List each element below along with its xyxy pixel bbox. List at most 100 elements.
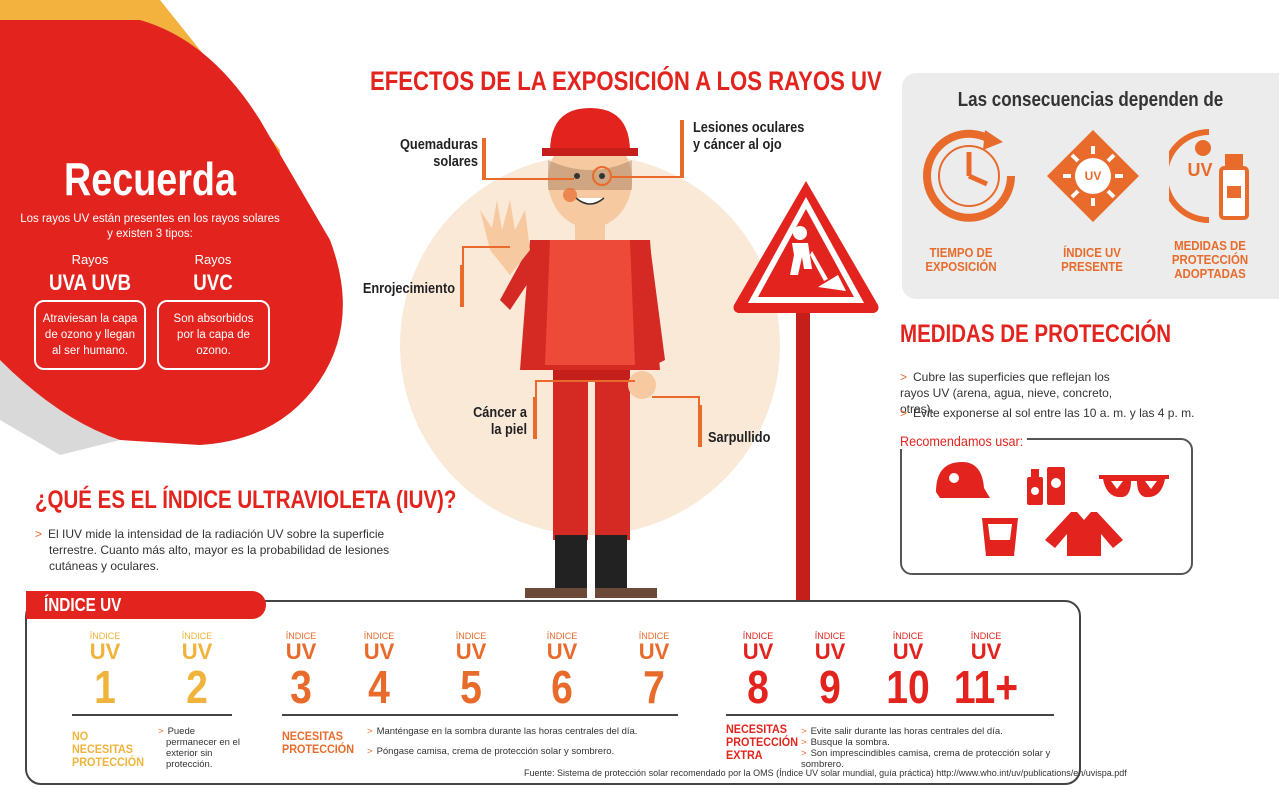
uv-index-level-5: ÍNDICE UV 5	[431, 631, 511, 711]
label-lesiones: Lesiones oculares y cáncer al ojo	[693, 120, 805, 153]
medidas-bullet-2-text: Evite exponerse al sol entre las 10 a. m…	[913, 406, 1195, 420]
label-sarpullido: Sarpullido	[708, 430, 771, 446]
uvc-description: Son absorbidos por la capa de ozono.	[157, 300, 270, 370]
uv-index-value: 8	[747, 661, 769, 713]
uv-index-word: UV	[363, 639, 395, 664]
category-high-desc-1: > Evite salir durante las horas centrales…	[801, 726, 1003, 737]
uv-index-value: 2	[186, 661, 208, 713]
uv-protection-badge: UV	[1187, 160, 1213, 180]
uv-index-word: UV	[742, 639, 774, 664]
uv-index-small-label: ÍNDICE	[181, 631, 213, 641]
uv-index-small-label: ÍNDICE	[89, 631, 121, 641]
conseq-label-indice: ÍNDICE UV PRESENTE	[1061, 245, 1123, 274]
pointer-quemaduras-line	[484, 178, 574, 180]
water-glass-icon	[982, 518, 1018, 556]
medidas-title: MEDIDAS DE PROTECCIÓN	[900, 320, 1172, 348]
uv-index-word: UV	[455, 639, 487, 664]
uv-index-small-label: ÍNDICE	[970, 631, 1002, 641]
category-mid-desc-1: > Manténgase en la sombra durante las hor…	[367, 726, 638, 737]
category-high-label: NECESITAS PROTECCIÓN EXTRA	[726, 722, 799, 762]
category-mid-desc-2: > Póngase camisa, crema de protección sol…	[367, 746, 615, 757]
work-warning-sign-icon	[733, 181, 879, 600]
category-mid-desc-1-text: Manténgase en la sombra durante las hora…	[376, 726, 638, 737]
cap-icon	[936, 462, 990, 498]
iuv-description: > El IUV mide la intensidad de la radiaci…	[35, 527, 390, 573]
uv-index-level-4: ÍNDICE UV 4	[339, 631, 419, 711]
recuerda-title: Recuerda	[64, 153, 236, 205]
uv-index-value: 4	[368, 661, 390, 713]
uv-index-tab-label: ÍNDICE UV	[44, 595, 122, 615]
long-sleeve-shirt-icon	[1045, 512, 1123, 556]
pointer-enrojecimiento-riser	[462, 246, 464, 266]
category-high-desc-2: > Busque la sombra.	[801, 737, 890, 748]
consequences-title: Las consecuencias dependen de	[957, 89, 1224, 111]
uv-index-tab	[26, 591, 266, 619]
uv-index-word: UV	[285, 639, 317, 664]
clock-icon	[923, 129, 1015, 222]
rays-label-1: Rayos	[71, 252, 109, 267]
rays-label-2: Rayos	[194, 252, 232, 267]
label-enrojecimiento: Enrojecimiento	[362, 281, 455, 297]
category-mid-label: NECESITAS PROTECCIÓN	[282, 729, 355, 756]
uv-index-small-label: ÍNDICE	[814, 631, 846, 641]
pointer-sarpullido-line	[652, 396, 700, 398]
uv-index-value: 1	[94, 661, 116, 713]
category-low-desc-text: Puede permanecer en el exterior sin prot…	[166, 726, 240, 770]
uv-index-small-label: ÍNDICE	[742, 631, 774, 641]
uva-uvb-description: Atraviesan la capa de ozono y llegan al …	[34, 300, 146, 370]
uv-index-small-label: ÍNDICE	[363, 631, 395, 641]
pointer-sarpullido-riser	[698, 396, 700, 406]
uv-sun-icon	[1047, 130, 1139, 222]
rays-types-uvc: UVC	[193, 270, 233, 295]
uv-index-word: UV	[546, 639, 578, 664]
pointer-quemaduras-bar	[482, 138, 486, 180]
sunscreen-icon	[1027, 467, 1065, 505]
pointer-sarpullido-bar	[698, 405, 702, 447]
category-high-desc-2-text: Busque la sombra.	[810, 737, 890, 748]
uv-index-level-6: ÍNDICE UV 6	[522, 631, 602, 711]
uv-index-value: 5	[460, 661, 482, 713]
category-high-desc-3: > Son imprescindibles camisa, crema de pr…	[801, 748, 1051, 770]
medidas-bullet-1-text: Cubre las superficies que reflejan los r…	[900, 370, 1113, 416]
uv-index-word: UV	[89, 639, 121, 664]
uv-index-small-label: ÍNDICE	[285, 631, 317, 641]
uv-index-value: 7	[643, 661, 665, 713]
recuerda-background	[0, 0, 343, 455]
uv-index-small-label: ÍNDICE	[892, 631, 924, 641]
uv-index-value: 9	[819, 661, 841, 713]
uv-index-level-11: ÍNDICE UV 11+	[946, 631, 1026, 711]
pointer-enrojecimiento-line	[462, 246, 510, 248]
pointer-lesiones-line	[612, 176, 682, 178]
category-high-desc-1-text: Evite salir durante las horas centrales …	[810, 726, 1003, 737]
separator-mid	[282, 714, 678, 716]
uv-index-level-7: ÍNDICE UV 7	[614, 631, 694, 711]
uv-index-value: 11+	[953, 661, 1019, 713]
separator-low	[72, 714, 232, 716]
uv-index-small-label: ÍNDICE	[455, 631, 487, 641]
uv-index-value: 10	[886, 661, 930, 713]
uv-index-frame	[25, 600, 1081, 785]
rays-types-uva-uvb: UVA UVB	[48, 270, 132, 295]
uv-index-word: UV	[970, 639, 1002, 664]
uv-sun-badge: UV	[1084, 169, 1102, 183]
uv-index-level-3: ÍNDICE UV 3	[261, 631, 341, 711]
pointer-cancer-bar	[533, 397, 537, 439]
category-low-desc: > Puede permanecer en el exterior sin pro…	[158, 726, 240, 770]
category-low-label: NO NECESITAS PROTECCIÓN	[72, 729, 145, 769]
uv-index-level-2: ÍNDICE UV 2	[157, 631, 237, 711]
uv-index-level-8: ÍNDICE UV 8	[718, 631, 798, 711]
sunglasses-icon	[1099, 475, 1169, 498]
uv-index-level-1: ÍNDICE UV 1	[65, 631, 145, 711]
uv-index-word: UV	[638, 639, 670, 664]
category-mid-desc-2-text: Póngase camisa, crema de protección sola…	[376, 746, 615, 757]
recommend-title: Recomendamos usar:	[900, 433, 1027, 449]
uv-protection-icon	[1169, 129, 1249, 223]
iuv-description-text: El IUV mide la intensidad de la radiació…	[48, 527, 390, 573]
label-quemaduras: Quemaduras solares	[399, 137, 478, 170]
uv-index-small-label: ÍNDICE	[546, 631, 578, 641]
medidas-bullet-1: > Cubre las superficies que reflejan los …	[900, 370, 1113, 416]
iuv-title: ¿QUÉ ES EL ÍNDICE ULTRAVIOLETA (IUV)?	[35, 486, 457, 514]
uv-index-word: UV	[181, 639, 213, 664]
uv-index-word: UV	[892, 639, 924, 664]
source-note: Fuente: Sistema de protección solar reco…	[524, 768, 1127, 778]
